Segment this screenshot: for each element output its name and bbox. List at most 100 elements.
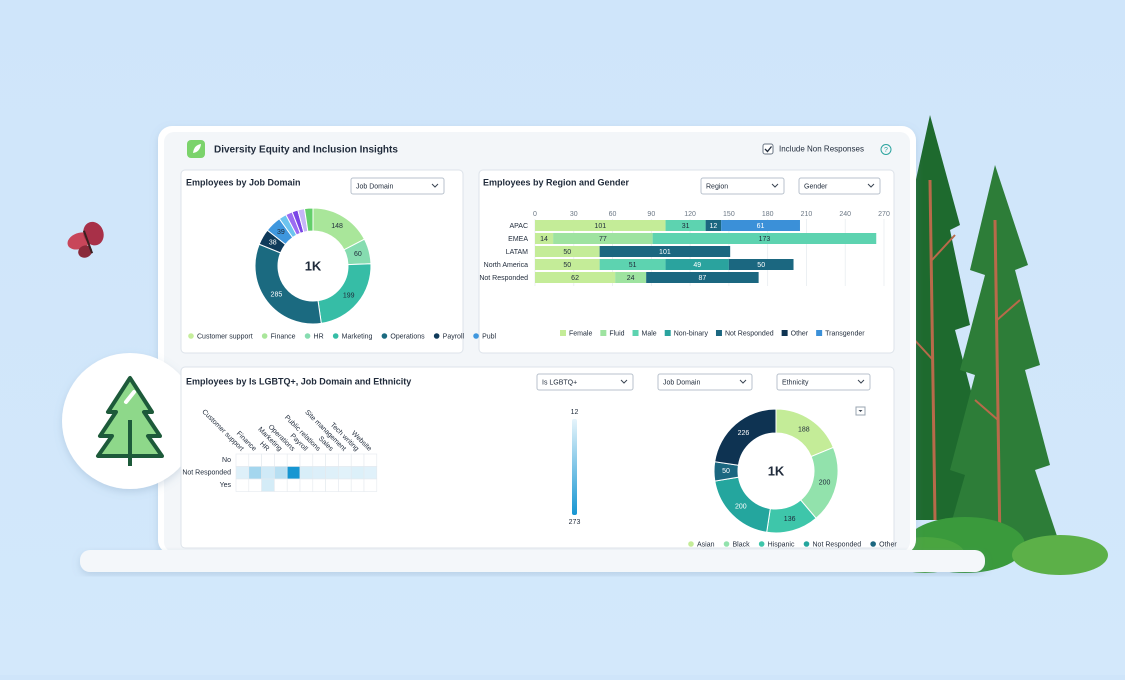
legend-swatch: [715, 330, 722, 336]
dropdown-chevron: [857, 379, 865, 384]
legend-label: Finance: [271, 333, 296, 340]
heat-cell: [350, 466, 365, 480]
legend-swatch: [188, 333, 194, 339]
dropdown[interactable]: [776, 373, 871, 391]
empty-cell: [261, 453, 275, 467]
bar-segment: [721, 220, 800, 231]
empty-cell: [248, 478, 262, 492]
dropdown-label: Gender: [804, 183, 828, 190]
bar-segment: [615, 272, 647, 283]
dropdown-chevron: [867, 183, 875, 188]
legend-label: Transgender: [825, 330, 865, 337]
dashboard-title: Diversity Equity and Inclusion Insights: [214, 145, 398, 156]
donut-label: 39: [277, 229, 285, 236]
bar-segment: [535, 259, 600, 270]
bar-segment: [665, 259, 729, 270]
legend-label: Other: [879, 541, 897, 548]
heat-cell: [363, 466, 378, 480]
dropdown-label: Is LGBTQ+: [542, 379, 577, 386]
bar-label: 50: [563, 249, 571, 256]
donut-menu-arrow: [858, 410, 863, 412]
donut-label: 200: [819, 480, 831, 487]
heat-cell: [235, 466, 250, 480]
legend-label: Operations: [390, 333, 425, 340]
laptop-base: [80, 550, 985, 572]
bar-segment: [599, 259, 666, 270]
x-tick-label: 150: [723, 211, 735, 218]
x-tick-label: 180: [762, 211, 774, 218]
heat-cell: [274, 466, 288, 480]
donut-label: 148: [331, 223, 343, 230]
bar-segment: [665, 220, 706, 231]
donut-label: 199: [343, 293, 355, 300]
bar-segment: [652, 233, 877, 244]
category-label: EMEA: [508, 236, 528, 243]
legend-swatch: [261, 333, 268, 339]
legend-swatch: [664, 330, 671, 336]
donut-segment: [714, 408, 777, 466]
dropdown-label: Ethnicity: [782, 379, 809, 386]
x-tick-label: 90: [647, 211, 655, 218]
legend-label: Black: [733, 541, 751, 548]
job-domain-panel: [180, 169, 464, 354]
dropdown[interactable]: [798, 177, 881, 195]
bar-segment: [599, 246, 731, 257]
legend-label: Publ: [482, 333, 496, 340]
empty-cell: [363, 453, 378, 467]
legend-swatch: [433, 333, 440, 339]
legend-label: Customer support: [197, 333, 253, 340]
dropdown-label: Job Domain: [356, 183, 393, 190]
legend-label: Other: [791, 330, 809, 337]
dropdown[interactable]: [657, 373, 753, 391]
bar-label: 101: [594, 223, 606, 230]
empty-cell: [286, 478, 301, 492]
legend-swatch: [870, 541, 876, 547]
checkbox[interactable]: [762, 143, 774, 155]
empty-cell: [286, 453, 301, 467]
empty-cell: [325, 453, 339, 467]
legend-label: HR: [314, 333, 324, 340]
empty-cell: [325, 478, 339, 492]
bar-segment: [553, 233, 653, 244]
butterfly: [67, 221, 104, 258]
legend-swatch: [781, 330, 788, 336]
dropdown[interactable]: [700, 177, 785, 195]
help-icon[interactable]: [880, 144, 892, 155]
lgbtq-panel: [180, 366, 895, 549]
dropdown-label: Region: [706, 183, 728, 190]
empty-cell: [312, 453, 326, 467]
category-label: LATAM: [506, 249, 528, 256]
dropdown-label: Job Domain: [663, 379, 700, 386]
legend-swatch: [803, 541, 810, 547]
donut-label: 136: [784, 516, 796, 523]
donut-label: 38: [269, 240, 277, 247]
legend-swatch: [560, 330, 566, 336]
dropdown-chevron: [620, 379, 628, 384]
bar-label: 51: [629, 262, 637, 269]
donut-label: 285: [271, 292, 283, 299]
donut-center-label: 1K: [305, 258, 322, 273]
heat-cell: [248, 466, 262, 480]
legend-swatch: [816, 330, 823, 336]
bar-label: 12: [709, 223, 717, 230]
heat-cell: [261, 466, 275, 480]
empty-cell: [350, 478, 365, 492]
bar-segment: [535, 233, 554, 244]
dropdown[interactable]: [536, 373, 634, 391]
legend-swatch: [600, 330, 607, 336]
dropdown[interactable]: [350, 177, 445, 195]
heat-cell: [325, 466, 339, 480]
legend-label: Female: [569, 330, 592, 337]
bar-label: 62: [571, 275, 579, 282]
panel-title: Employees by Region and Gender: [483, 177, 630, 187]
donut-center-label: 1K: [768, 463, 785, 478]
donut-label: 50: [722, 468, 730, 475]
color-scale: [572, 419, 577, 515]
legend-swatch: [381, 333, 388, 339]
empty-cell: [248, 453, 262, 467]
dropdown-chevron: [739, 379, 747, 384]
heat-cell: [286, 466, 301, 480]
empty-cell: [338, 453, 352, 467]
bar-segment: [535, 246, 600, 257]
donut-segment: [254, 243, 322, 325]
